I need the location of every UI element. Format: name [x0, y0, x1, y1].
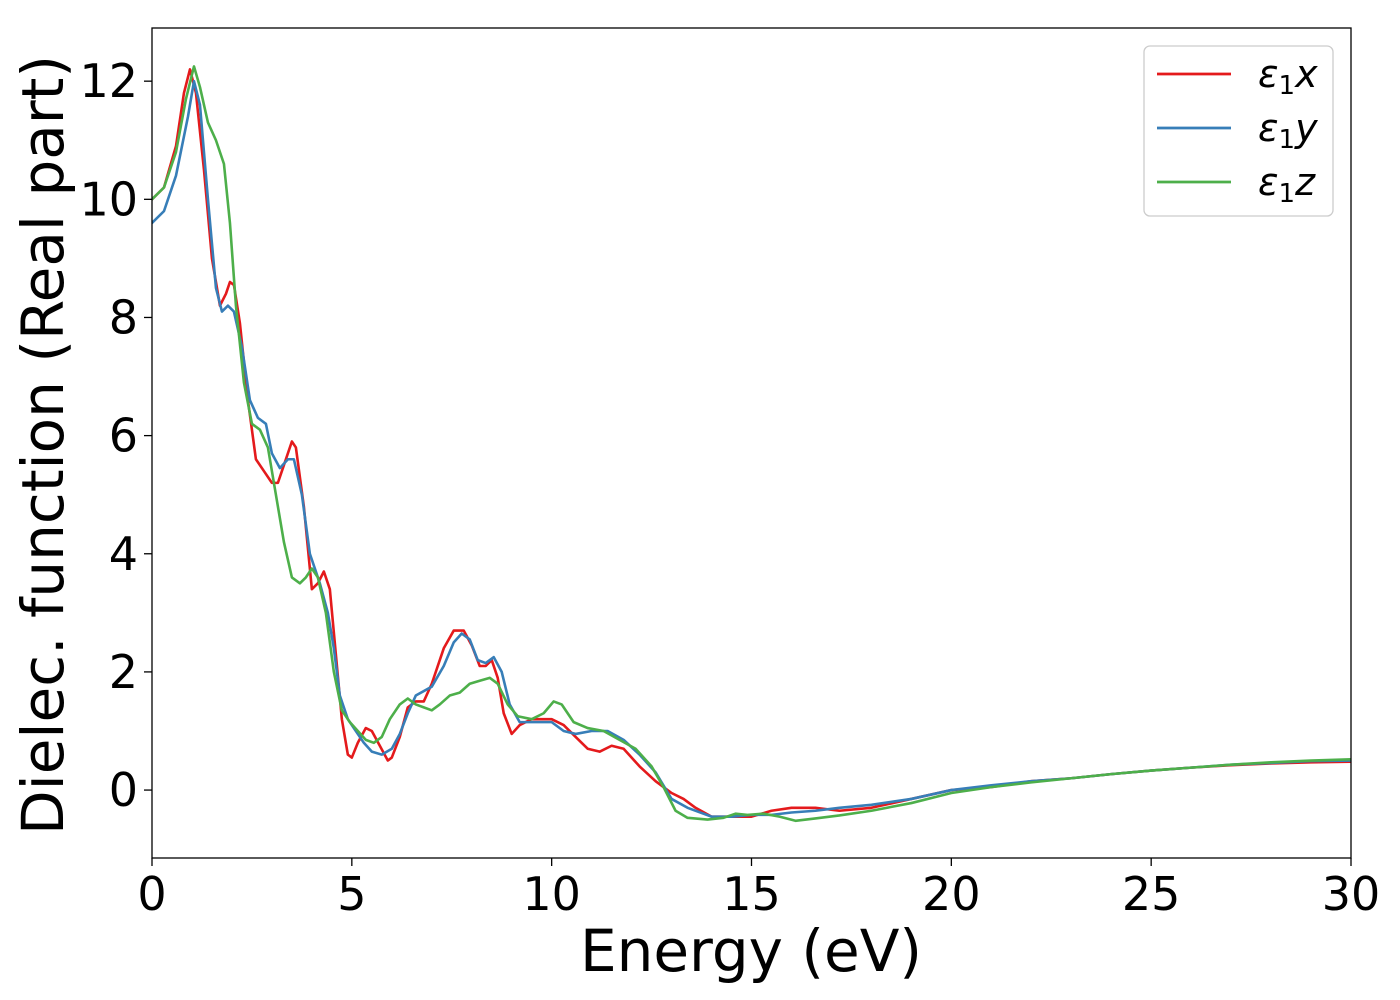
series-line-x [152, 68, 1351, 818]
series-line-z [152, 65, 1351, 823]
legend-label-x: ε1x [1258, 52, 1318, 101]
legend-frame [1143, 45, 1334, 217]
y-tick-label: 0 [109, 763, 138, 817]
series-layer [152, 65, 1351, 823]
x-tick-label: 15 [722, 867, 781, 921]
legend: ε1x ε1y ε1z [1143, 45, 1334, 217]
y-tick-label: 4 [109, 527, 138, 581]
x-tick-label: 20 [922, 867, 981, 921]
x-tick-label: 0 [137, 867, 166, 921]
y-tick-label: 10 [79, 172, 138, 226]
y-tick-label: 2 [109, 645, 138, 699]
series-line-y [152, 79, 1351, 818]
x-axis: 0 5 10 15 20 25 30 [137, 858, 1380, 921]
legend-label-z: ε1z [1258, 160, 1316, 209]
legend-label-y: ε1y [1258, 106, 1318, 155]
x-tick-label: 10 [522, 867, 581, 921]
y-axis-label: Dielec. function (Real part) [9, 55, 77, 835]
y-tick-label: 6 [109, 409, 138, 463]
x-tick-label: 25 [1122, 867, 1181, 921]
x-axis-label: Energy (eV) [580, 917, 922, 985]
x-tick-label: 30 [1322, 867, 1381, 921]
y-axis: 0 2 4 6 8 10 12 [79, 54, 152, 817]
y-tick-label: 12 [79, 54, 138, 108]
x-tick-label: 5 [337, 867, 366, 921]
y-tick-label: 8 [109, 290, 138, 344]
